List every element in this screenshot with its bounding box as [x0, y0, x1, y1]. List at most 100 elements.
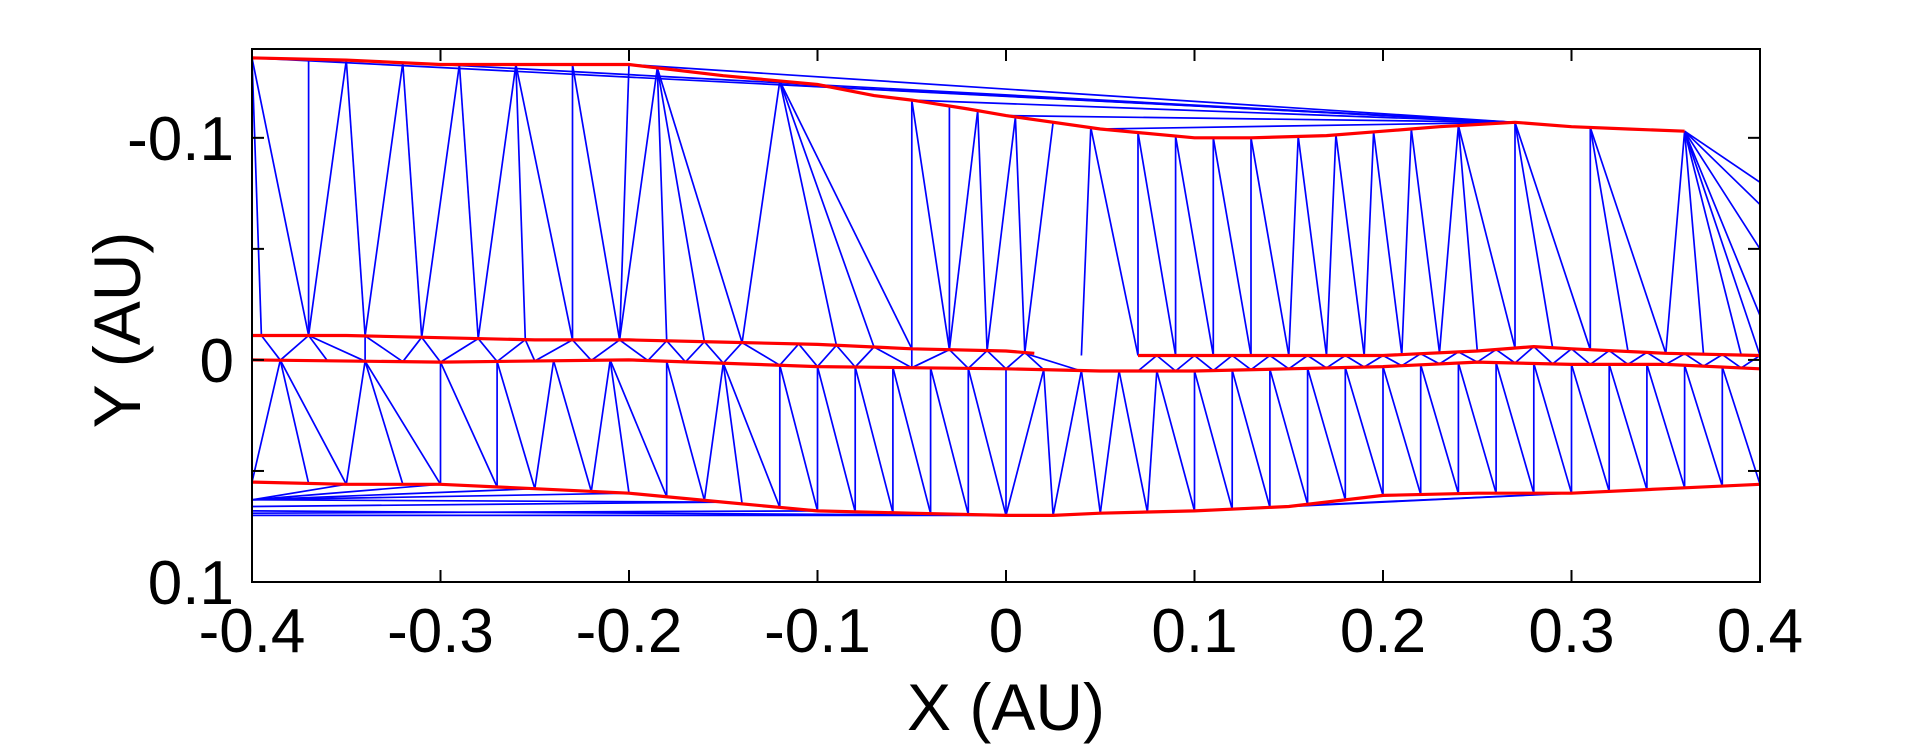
mesh-edge-173: [967, 368, 1007, 516]
mesh-edge-83: [496, 339, 526, 363]
mesh-edge-144: [279, 359, 348, 485]
mesh-edge-190: [1306, 368, 1347, 501]
mesh-edge-21: [778, 80, 875, 348]
mesh-edge-24: [910, 99, 951, 350]
mesh-edge-221: [252, 501, 724, 508]
mesh-edge-103: [948, 349, 969, 370]
mesh-edge-133: [1608, 349, 1629, 366]
mesh-edge-31: [1080, 127, 1092, 356]
mesh-edge-50: [1457, 125, 1479, 352]
mesh-edge-131: [1570, 348, 1591, 366]
mesh-edge-155: [609, 359, 630, 494]
x-tick-label-0: -0.4: [199, 597, 306, 666]
mesh-edge-186: [1231, 369, 1271, 508]
mesh-edge-100: [873, 346, 913, 369]
mesh-edge-58: [1664, 131, 1686, 354]
mesh-edge-204: [1570, 364, 1611, 492]
mesh-edge-49: [1438, 125, 1460, 353]
mesh-edge-97: [816, 344, 838, 368]
mesh-edge-98: [835, 344, 856, 368]
mesh-edge-42: [1297, 136, 1328, 356]
mesh-edge-175: [1005, 369, 1045, 516]
mesh-edge-106: [1005, 351, 1026, 370]
mesh-edge-216: [252, 487, 535, 501]
mesh-edge-92: [703, 341, 724, 364]
mesh-edge-36: [1174, 135, 1215, 356]
mesh-edge-16: [656, 67, 668, 341]
mesh-edge-20: [778, 80, 838, 346]
mesh-edge-10: [515, 64, 527, 340]
mesh-edge-95: [779, 343, 800, 366]
mesh-edge-57: [1589, 127, 1667, 354]
mesh-edge-134: [1627, 351, 1648, 366]
mesh-edge-182: [1155, 370, 1196, 512]
mesh-edge-28: [986, 116, 1017, 351]
mesh-edge-198: [1457, 362, 1497, 494]
mesh-edge-218: [252, 498, 724, 503]
mesh-edge-122: [1401, 352, 1422, 367]
mesh-edge-113: [1231, 354, 1252, 371]
mesh-edge-26: [948, 110, 979, 350]
mesh-edge-91: [684, 341, 706, 363]
mesh-edge-46: [1372, 131, 1403, 355]
mesh-edge-3: [307, 59, 348, 336]
x-tick-label-2: -0.2: [576, 597, 683, 666]
mesh-edge-53: [1514, 122, 1554, 348]
mesh-edge-129: [1533, 345, 1554, 365]
mesh-edge-60: [1683, 130, 1743, 356]
mesh-edge-115: [1269, 354, 1290, 370]
mesh-edge-17: [656, 67, 706, 342]
mesh-edge-139: [1721, 353, 1742, 369]
mesh-edge-165: [816, 366, 857, 513]
mesh-edge-38: [1212, 137, 1252, 356]
mesh-edge-214: [252, 483, 347, 501]
mesh-edge-76: [308, 334, 366, 362]
mesh-edge-107: [1024, 351, 1045, 371]
mesh-edge-132: [1589, 349, 1610, 366]
mesh-edge-192: [1344, 367, 1384, 496]
mesh-edge-111: [1193, 354, 1214, 372]
mesh-edge-142: [252, 360, 282, 483]
mesh-edge-48: [1410, 128, 1441, 353]
mesh-edge-159: [703, 363, 725, 501]
mesh-edge-156: [609, 359, 668, 498]
mesh-edge-109: [1156, 354, 1177, 372]
mesh-edge-1: [252, 57, 310, 336]
mesh-edge-45: [1363, 131, 1375, 356]
curve-upper-mid-right: [1138, 344, 1760, 358]
mesh-edge-9: [477, 64, 517, 339]
mesh-edge-212: [1721, 366, 1760, 485]
mesh-edge-110: [1175, 354, 1196, 372]
curve-boundary-top: [252, 56, 1685, 140]
mesh-edge-119: [1344, 354, 1365, 368]
mesh-edge-15: [618, 67, 659, 341]
mesh-edge-154: [590, 359, 612, 492]
mesh-edge-161: [722, 362, 781, 508]
mesh-edge-181: [1146, 370, 1158, 513]
mesh-edge-7: [420, 64, 461, 338]
mesh-edge-96: [798, 343, 819, 368]
mesh-edge-151: [496, 361, 536, 489]
mesh-edge-93: [722, 342, 743, 364]
curve-lower-mid: [252, 358, 1760, 373]
mesh-edge-135: [1646, 351, 1667, 366]
mesh-edge-146: [364, 360, 404, 485]
mesh-edge-29: [1014, 116, 1026, 353]
triangulation-mesh: [252, 57, 1760, 517]
mesh-edge-127: [1495, 348, 1516, 364]
mesh-edge-153: [552, 360, 593, 492]
mesh-edge-136: [1665, 352, 1686, 366]
mesh-edge-147: [364, 360, 442, 485]
mesh-edge-200: [1495, 362, 1535, 494]
mesh-edge-56: [1589, 127, 1629, 352]
mesh-edge-13: [571, 64, 621, 341]
mesh-edge-61: [1683, 130, 1760, 356]
mesh-edge-145: [345, 361, 366, 485]
mesh-edge-71: [1005, 114, 1516, 124]
mesh-edge-202: [1532, 363, 1573, 494]
mesh-edge-104: [967, 349, 988, 370]
mesh-edge-116: [1288, 354, 1309, 370]
mesh-edge-14: [618, 64, 630, 340]
mesh-edge-194: [1382, 366, 1422, 495]
